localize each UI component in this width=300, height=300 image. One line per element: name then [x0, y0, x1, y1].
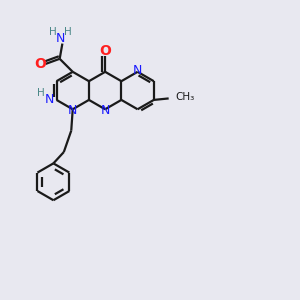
Text: CH₃: CH₃ [176, 92, 195, 102]
Text: H: H [37, 88, 45, 98]
Text: H: H [64, 27, 72, 37]
Text: N: N [133, 64, 142, 76]
Text: N: N [100, 104, 110, 117]
Text: N: N [68, 104, 77, 117]
Text: N: N [44, 93, 54, 106]
Text: O: O [34, 57, 46, 71]
Text: O: O [100, 44, 111, 58]
Text: H: H [49, 27, 56, 37]
Text: N: N [55, 32, 65, 45]
